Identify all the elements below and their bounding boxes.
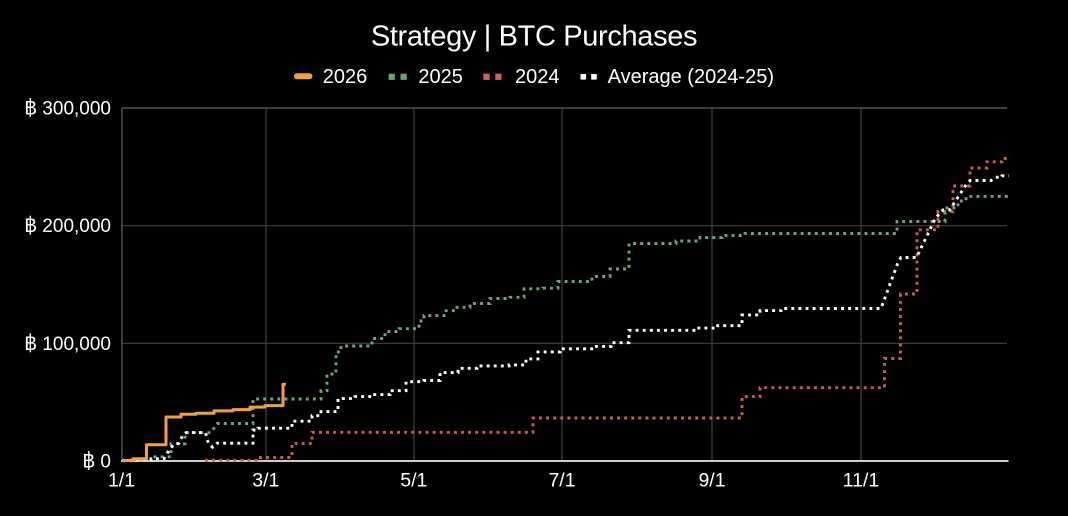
svg-text:B 300,000: B 300,000 [24, 99, 111, 120]
svg-text:3/1: 3/1 [252, 470, 279, 492]
svg-text:Average (2024-25): Average (2024-25) [608, 66, 774, 88]
svg-text:9/1: 9/1 [698, 470, 725, 492]
svg-text:B 200,000: B 200,000 [24, 216, 111, 237]
svg-text:7/1: 7/1 [548, 470, 575, 492]
svg-text:5/1: 5/1 [400, 470, 427, 492]
svg-text:2026: 2026 [323, 66, 368, 88]
svg-text:2025: 2025 [418, 66, 463, 88]
svg-text:2024: 2024 [515, 66, 560, 88]
svg-text:1/1: 1/1 [108, 470, 135, 492]
svg-text:11/1: 11/1 [843, 470, 880, 492]
svg-text:B 100,000: B 100,000 [24, 334, 111, 355]
svg-text:Strategy | BTC Purchases: Strategy | BTC Purchases [371, 21, 697, 53]
svg-text:B 0: B 0 [82, 452, 111, 473]
